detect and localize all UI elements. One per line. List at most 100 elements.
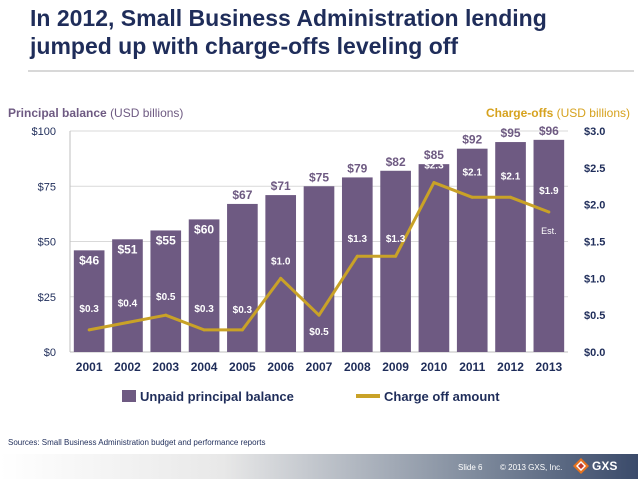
line-value-label: $1.9 <box>539 186 559 197</box>
line-value-label: $1.3 <box>348 234 368 245</box>
bar-value-label: $55 <box>156 233 176 247</box>
bar <box>418 164 450 352</box>
bar-value-label: $82 <box>386 155 406 169</box>
line-value-label: $0.5 <box>309 327 329 338</box>
left-tick-label: $50 <box>38 237 56 249</box>
x-tick-label: 2009 <box>382 360 409 374</box>
bar-value-label: $60 <box>194 222 214 236</box>
bar <box>227 203 258 352</box>
right-tick-label: $1.0 <box>584 273 605 285</box>
gxs-logo-text: GXS <box>592 459 618 473</box>
x-tick-label: 2003 <box>152 360 179 374</box>
charge-off-point <box>394 254 398 258</box>
charge-off-point <box>432 181 436 185</box>
right-axis-title-unit: (USD billions) <box>556 106 630 120</box>
line-value-label: $0.3 <box>79 304 99 315</box>
left-tick-label: $75 <box>38 181 56 193</box>
right-tick-label: $0.0 <box>584 347 605 359</box>
line-value-label: $1.3 <box>386 234 406 245</box>
legend-label-bar: Unpaid principal balance <box>140 389 294 404</box>
x-tick-label: 2010 <box>421 360 448 374</box>
legend-swatch-bar <box>122 390 136 402</box>
charge-off-point <box>279 276 283 280</box>
line-value-label: $1.0 <box>271 256 291 267</box>
x-tick-label: 2012 <box>497 360 524 374</box>
bar-value-label: $96 <box>539 124 559 138</box>
estimate-note: Est. <box>541 226 557 236</box>
gxs-logo: GXS <box>573 458 617 474</box>
bar <box>456 148 488 352</box>
bar <box>188 219 220 352</box>
line-value-label: $2.3 <box>424 161 444 172</box>
right-tick-label: $1.5 <box>584 237 605 249</box>
charge-off-point <box>317 313 321 317</box>
bar <box>341 177 373 352</box>
charge-off-point <box>547 210 551 214</box>
footer-bar <box>0 454 638 479</box>
sources-note: Sources: Small Business Administration b… <box>8 438 266 447</box>
left-axis-title-unit: (USD billions) <box>110 106 184 120</box>
x-tick-label: 2007 <box>306 360 333 374</box>
bar <box>533 139 565 352</box>
combo-chart: $0 $25 $50 $75 $100 $0.0 $0.5 $1.0 $1.5 $2.0 $2.5 $… <box>32 124 606 404</box>
bar-value-label: $92 <box>462 133 482 147</box>
line-value-label: $0.5 <box>156 292 176 303</box>
left-tick-label: $0 <box>44 347 56 359</box>
right-tick-label: $3.0 <box>584 126 605 138</box>
copyright: © 2013 GXS, Inc. <box>500 463 563 472</box>
line-value-label: $2.1 <box>501 171 521 182</box>
bar <box>265 195 297 352</box>
bar <box>495 142 526 352</box>
gxs-logo-icon <box>573 458 589 474</box>
legend-label-line: Charge off amount <box>384 389 500 404</box>
charge-off-point <box>509 195 513 199</box>
title-accent <box>0 0 22 88</box>
title-line-2: jumped up with charge-offs leveling off <box>30 33 459 59</box>
left-tick-label: $100 <box>32 126 56 138</box>
left-tick-label: $25 <box>38 292 56 304</box>
bar <box>380 170 411 352</box>
bar <box>303 186 335 352</box>
x-tick-label: 2005 <box>229 360 256 374</box>
bar-value-label: $46 <box>79 253 99 267</box>
bar-value-label: $79 <box>347 161 367 175</box>
right-tick-label: $2.0 <box>584 200 605 212</box>
line-value-label: $0.4 <box>118 299 138 310</box>
left-axis-title: Principal balance (USD billions) <box>8 106 183 120</box>
charge-off-point <box>164 313 168 317</box>
x-tick-label: 2011 <box>459 360 485 374</box>
x-tick-label: 2006 <box>267 360 294 374</box>
bar <box>150 230 182 352</box>
bar-value-label: $95 <box>501 126 521 140</box>
left-axis-title-bold: Principal balance <box>8 106 107 120</box>
x-tick-label: 2013 <box>535 360 562 374</box>
bar-value-label: $75 <box>309 170 329 184</box>
bar-value-label: $71 <box>271 179 291 193</box>
x-tick-label: 2001 <box>76 360 103 374</box>
charge-off-point <box>125 321 129 325</box>
line-value-label: $2.1 <box>462 167 482 178</box>
charge-off-point <box>87 328 91 332</box>
bar <box>73 250 105 352</box>
right-tick-label: $2.5 <box>584 163 605 175</box>
charge-off-point <box>240 328 244 332</box>
bar-value-label: $51 <box>117 242 137 256</box>
right-axis-title-bold: Charge-offs <box>485 106 554 120</box>
charge-off-point <box>355 254 359 258</box>
slide-number: Slide 6 <box>458 463 483 472</box>
x-tick-label: 2004 <box>191 360 218 374</box>
x-tick-label: 2008 <box>344 360 371 374</box>
charge-off-point <box>470 195 474 199</box>
right-axis-title: Charge-offs (USD billions) <box>486 106 630 120</box>
x-tick-label: 2002 <box>114 360 141 374</box>
title-divider <box>28 70 634 72</box>
bar-value-label: $67 <box>232 188 252 202</box>
bar-value-label: $85 <box>424 148 444 162</box>
bar <box>112 239 143 352</box>
line-value-label: $0.3 <box>194 304 214 315</box>
right-tick-label: $0.5 <box>584 310 605 322</box>
slide-title: In 2012, Small Business Administration l… <box>30 4 630 60</box>
line-value-label: $0.3 <box>233 305 253 316</box>
charge-off-point <box>202 328 206 332</box>
title-line-1: In 2012, Small Business Administration l… <box>30 5 547 31</box>
